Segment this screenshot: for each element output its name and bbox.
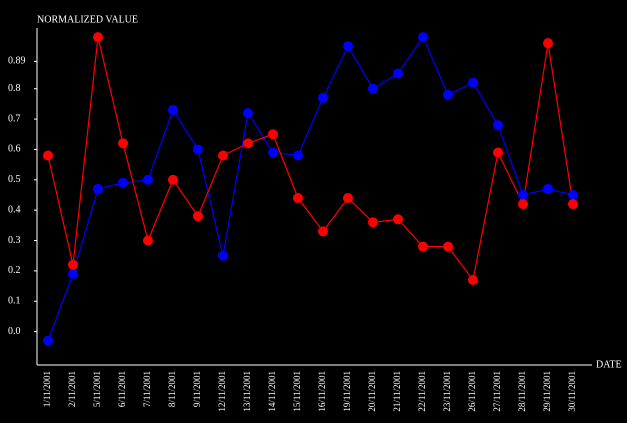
- x-tick-label: 15/11/2001: [292, 371, 302, 412]
- data-point: [543, 183, 553, 194]
- data-point: [168, 104, 178, 115]
- data-point: [193, 211, 203, 222]
- data-point: [218, 250, 228, 261]
- data-point: [193, 144, 203, 155]
- x-tick-label: 7/11/2001: [142, 371, 152, 407]
- data-point: [293, 193, 303, 204]
- x-tick-label: 1/11/2001: [42, 371, 52, 407]
- data-point: [268, 129, 278, 140]
- x-tick-label: 30/11/2001: [567, 371, 577, 412]
- y-tick-label: 0.8: [8, 83, 21, 94]
- data-point: [268, 147, 278, 158]
- y-tick-label: 0.6: [8, 144, 21, 155]
- data-point: [168, 174, 178, 185]
- data-point: [493, 120, 503, 131]
- data-point: [468, 77, 478, 88]
- data-point: [93, 183, 103, 194]
- series-line: [47, 35, 574, 341]
- y-tick-label: 0.7: [8, 113, 21, 124]
- x-tick-label: 2/11/2001: [67, 371, 77, 407]
- y-tick-label: 0.89: [8, 56, 26, 67]
- data-point: [468, 274, 478, 285]
- y-tick-label: 0.3: [8, 235, 21, 246]
- x-tick-label: 26/11/2001: [467, 371, 477, 412]
- data-point: [443, 89, 453, 100]
- data-point: [368, 83, 378, 94]
- y-tick-label: 0.1: [8, 296, 21, 307]
- x-tick-label: 27/11/2001: [492, 371, 502, 412]
- x-tick-label: 6/11/2001: [117, 371, 127, 407]
- data-point: [418, 32, 428, 43]
- data-point: [368, 217, 378, 228]
- y-tick-label: 0.4: [8, 204, 21, 215]
- data-point: [218, 150, 228, 161]
- series-line: [47, 36, 574, 282]
- data-point: [568, 189, 578, 200]
- data-point: [343, 193, 353, 204]
- data-point: [318, 226, 328, 237]
- data-point: [143, 174, 153, 185]
- x-tick-label: 13/11/2001: [242, 371, 252, 412]
- data-point: [93, 32, 103, 43]
- data-point: [393, 214, 403, 225]
- data-point: [418, 241, 428, 252]
- y-axis-title: NORMALIZED VALUE: [37, 14, 138, 25]
- x-tick-label: 9/11/2001: [192, 371, 202, 407]
- data-point: [543, 38, 553, 49]
- x-tick-label: 23/11/2001: [442, 371, 452, 412]
- data-point: [493, 147, 503, 158]
- x-tick-label: 8/11/2001: [167, 371, 177, 407]
- y-tick-label: 0.0: [8, 326, 21, 337]
- x-tick-label: 5/11/2001: [92, 371, 102, 407]
- data-point: [393, 68, 403, 79]
- x-tick-label: 12/11/2001: [217, 371, 227, 412]
- data-point: [443, 241, 453, 252]
- data-point: [568, 199, 578, 210]
- x-tick-label: 20/11/2001: [367, 371, 377, 412]
- data-point: [243, 108, 253, 119]
- data-point: [318, 92, 328, 103]
- x-tick-label: 19/11/2001: [342, 371, 352, 412]
- data-point: [243, 138, 253, 149]
- x-tick-label: 21/11/2001: [392, 371, 402, 412]
- data-point: [118, 138, 128, 149]
- y-tick-label: 0.2: [8, 265, 21, 276]
- x-tick-label: 22/11/2001: [417, 371, 427, 412]
- data-point: [343, 41, 353, 52]
- x-tick-label: 29/11/2001: [542, 371, 552, 412]
- data-point: [118, 177, 128, 188]
- data-point: [43, 335, 53, 346]
- data-point: [518, 199, 528, 210]
- data-point: [43, 150, 53, 161]
- x-axis-title: DATE: [596, 359, 622, 370]
- data-point: [518, 189, 528, 200]
- data-point: [68, 259, 78, 270]
- x-tick-label: 14/11/2001: [267, 371, 277, 412]
- data-point: [68, 268, 78, 279]
- x-tick-label: 28/11/2001: [517, 371, 527, 412]
- data-point: [143, 235, 153, 246]
- x-tick-label: 16/11/2001: [317, 371, 327, 412]
- data-point: [293, 150, 303, 161]
- y-tick-label: 0.5: [8, 174, 21, 185]
